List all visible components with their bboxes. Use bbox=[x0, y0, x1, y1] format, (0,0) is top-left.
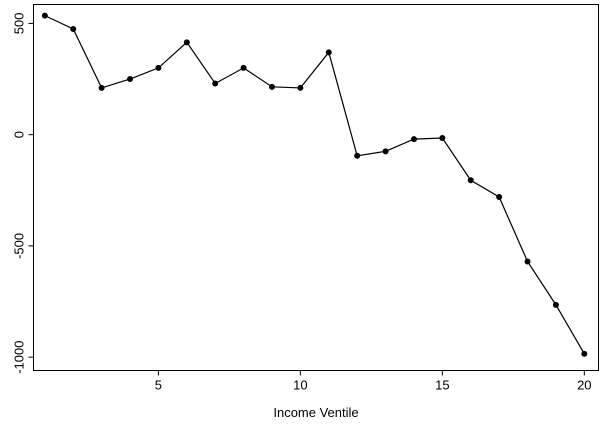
data-point bbox=[382, 148, 389, 155]
data-points bbox=[41, 12, 588, 357]
data-point bbox=[127, 76, 134, 83]
x-axis-ticks: 5 10 15 20 bbox=[155, 370, 592, 393]
data-point bbox=[410, 136, 417, 143]
x-tick-label: 5 bbox=[155, 378, 162, 393]
data-point bbox=[212, 80, 219, 87]
data-point bbox=[325, 49, 332, 56]
data-point bbox=[496, 193, 503, 200]
y-tick-label: 0 bbox=[12, 131, 27, 138]
data-point bbox=[524, 258, 531, 265]
data-point bbox=[552, 301, 559, 308]
data-point bbox=[581, 350, 588, 357]
data-point bbox=[98, 84, 105, 91]
data-point bbox=[240, 64, 247, 71]
y-tick-label: 500 bbox=[12, 13, 27, 35]
data-point bbox=[183, 39, 190, 46]
data-point bbox=[155, 64, 162, 71]
y-axis-ticks: 500 0 -500 -1000 bbox=[12, 13, 34, 374]
x-axis-title: Income Ventile bbox=[273, 405, 358, 420]
x-tick-label: 15 bbox=[435, 378, 449, 393]
x-tick-label: 20 bbox=[577, 378, 591, 393]
data-point bbox=[439, 134, 446, 141]
series-line bbox=[44, 15, 585, 355]
y-tick-label: -500 bbox=[12, 233, 27, 259]
data-point bbox=[41, 12, 48, 19]
data-point bbox=[268, 83, 275, 90]
data-point bbox=[297, 84, 304, 91]
plot-frame bbox=[33, 4, 599, 371]
y-tick-label: -1000 bbox=[12, 341, 27, 374]
x-tick-label: 10 bbox=[293, 378, 307, 393]
data-point bbox=[467, 177, 474, 184]
data-point bbox=[354, 152, 361, 159]
data-point bbox=[70, 25, 77, 32]
